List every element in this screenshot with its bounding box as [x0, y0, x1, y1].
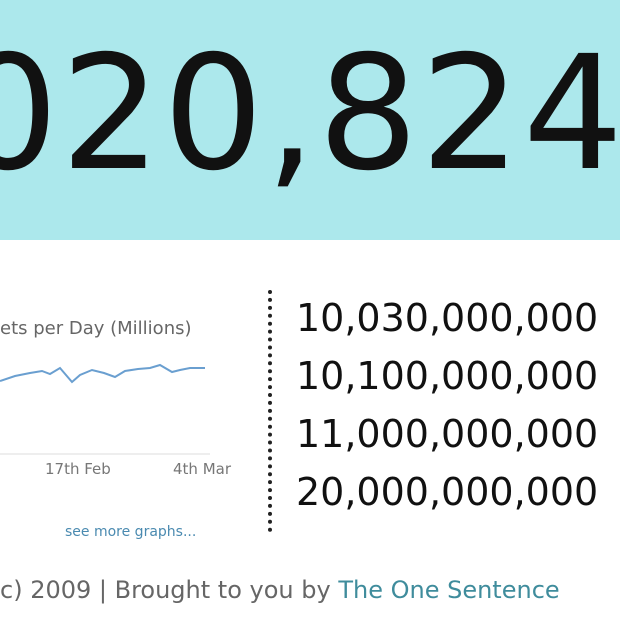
milestone: 10,100,000,000: [296, 354, 599, 398]
footer: c) 2009 | Brought to you by The One Sent…: [0, 576, 560, 604]
milestone: 11,000,000,000: [296, 412, 599, 456]
more-graphs-link[interactable]: see more graphs...: [65, 524, 197, 540]
x-label: 17th Feb: [45, 460, 111, 478]
graph-title: ets per Day (Millions): [0, 318, 192, 339]
divider: [268, 290, 272, 532]
milestone: 20,000,000,000: [296, 470, 599, 514]
milestone: 10,030,000,000: [296, 296, 599, 340]
graph-line: [0, 363, 205, 384]
footer-text: c) 2009 | Brought to you by: [0, 576, 331, 604]
tweet-counter: 020,824,: [0, 22, 620, 206]
x-label: 4th Mar: [173, 460, 232, 478]
mini-graph: [0, 363, 210, 455]
footer-link[interactable]: The One Sentence: [338, 576, 560, 604]
counter-band: 020,824,: [0, 0, 620, 240]
